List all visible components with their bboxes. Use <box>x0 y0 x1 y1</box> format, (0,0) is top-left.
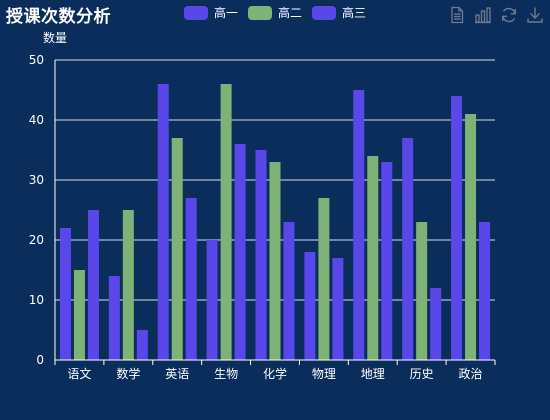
x-tick-label: 政治 <box>459 367 483 381</box>
legend-swatch-grade3 <box>312 5 337 20</box>
bar-3-1 <box>136 330 148 360</box>
toolbox <box>448 6 544 24</box>
chart-title: 授课次数分析 <box>6 7 111 27</box>
legend-item-grade3[interactable]: 高三 <box>312 4 366 21</box>
bar-2-6 <box>367 156 379 360</box>
x-tick-label: 数学 <box>116 366 140 381</box>
save-image-icon[interactable] <box>526 6 544 24</box>
legend-item-grade2[interactable]: 高二 <box>248 4 302 21</box>
bar-2-2 <box>171 138 183 360</box>
x-tick-label: 语文 <box>67 366 91 381</box>
y-tick-label: 0 <box>36 353 44 367</box>
y-axis-label: 数量 <box>43 30 67 45</box>
bar-1-7 <box>402 138 414 360</box>
bar-3-0 <box>87 210 99 360</box>
legend: 高一 高二 高三 <box>184 4 366 21</box>
bar-1-1 <box>108 276 120 360</box>
y-tick-label: 30 <box>29 173 44 187</box>
bar-1-2 <box>157 84 169 360</box>
x-tick-label: 地理 <box>361 367 385 381</box>
bar-1-6 <box>353 90 365 360</box>
bar-chart-icon[interactable] <box>474 6 492 24</box>
legend-label-grade1: 高一 <box>214 6 239 20</box>
bar-3-3 <box>234 144 246 360</box>
bar-2-5 <box>318 198 330 360</box>
bar-3-8 <box>479 222 491 360</box>
legend-label-grade2: 高二 <box>278 6 303 20</box>
data-view-icon[interactable] <box>448 6 466 24</box>
y-tick-label: 10 <box>29 293 44 307</box>
y-tick-label: 20 <box>29 233 44 247</box>
bar-1-3 <box>206 240 218 360</box>
bar-1-8 <box>451 96 463 360</box>
restore-icon[interactable] <box>500 6 518 24</box>
bar-2-0 <box>73 270 85 360</box>
bar-2-3 <box>220 84 232 360</box>
bar-3-4 <box>283 222 295 360</box>
legend-swatch-grade2 <box>248 5 273 20</box>
legend-item-grade1[interactable]: 高一 <box>184 4 238 21</box>
bar-1-5 <box>304 252 316 360</box>
bar-2-8 <box>465 114 477 360</box>
bar-3-7 <box>430 288 442 360</box>
x-tick-label: 化学 <box>263 366 287 381</box>
x-tick-label: 历史 <box>410 367 434 381</box>
bar-2-1 <box>122 210 134 360</box>
bar-3-6 <box>381 162 393 360</box>
legend-label-grade3: 高三 <box>342 6 367 20</box>
bar-2-7 <box>416 222 428 360</box>
y-tick-label: 40 <box>29 113 44 127</box>
x-tick-label: 生物 <box>214 367 238 381</box>
bar-1-0 <box>59 228 71 360</box>
bar-2-4 <box>269 162 281 360</box>
bar-3-2 <box>185 198 197 360</box>
bar-3-5 <box>332 258 344 360</box>
bar-1-4 <box>255 150 267 360</box>
legend-swatch-grade1 <box>184 5 208 20</box>
y-tick-label: 50 <box>29 53 44 67</box>
x-tick-label: 英语 <box>165 367 189 381</box>
x-tick-label: 物理 <box>312 367 336 381</box>
